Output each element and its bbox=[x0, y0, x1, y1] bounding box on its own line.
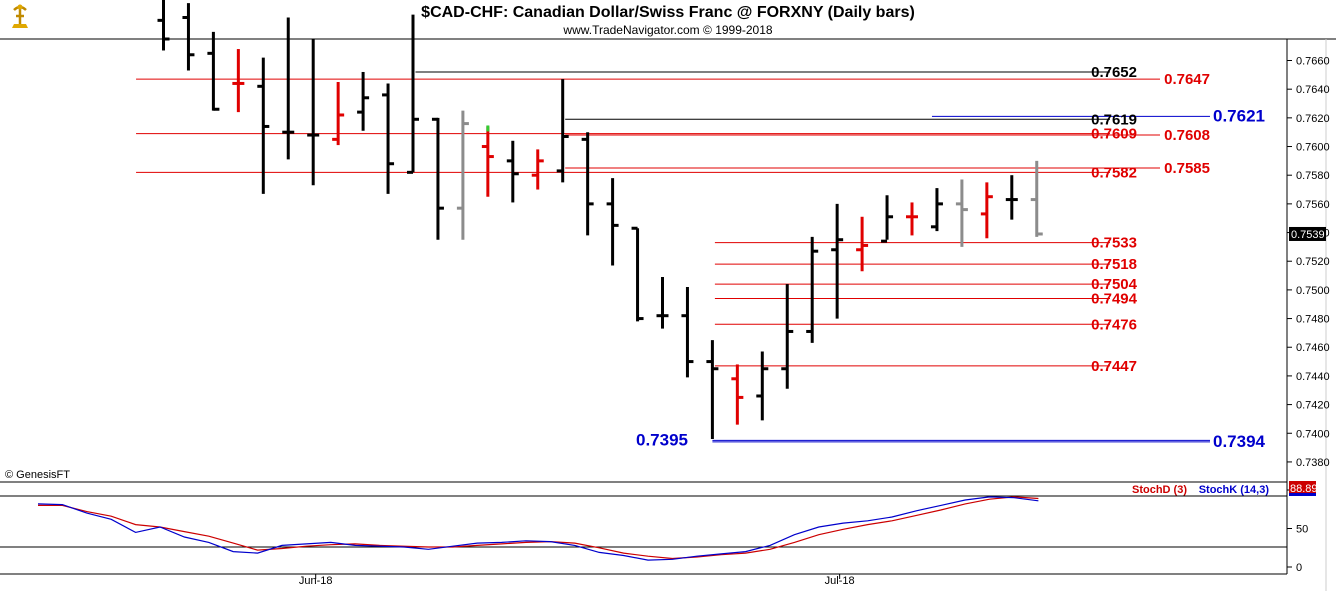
x-tick-label: Jun-18 bbox=[299, 575, 333, 587]
copyright-label: © GenesisFT bbox=[5, 469, 70, 481]
y-tick-label: 0.7380 bbox=[1296, 457, 1330, 469]
ohlc-bar bbox=[282, 17, 295, 160]
ohlc-bar bbox=[581, 132, 594, 236]
y-tick-label: 0.7620 bbox=[1296, 113, 1330, 125]
ohlc-bar bbox=[756, 351, 769, 421]
ohlc-bar bbox=[506, 140, 519, 203]
ohlc-bar bbox=[332, 82, 345, 146]
y-tick-label: 0.7660 bbox=[1296, 56, 1330, 68]
ohlc-bar bbox=[906, 202, 918, 236]
stoch-y-axis: 100500 bbox=[1287, 485, 1314, 574]
y-tick-label: 0.7580 bbox=[1296, 170, 1330, 182]
ohlc-bar bbox=[681, 287, 694, 378]
y-tick-label: 0.7480 bbox=[1296, 314, 1330, 326]
ohlc-bar bbox=[831, 203, 844, 319]
ohlc-bar bbox=[207, 31, 220, 111]
ohlc-bar bbox=[431, 117, 444, 240]
ohlc-bar bbox=[257, 57, 270, 194]
ohlc-bar bbox=[531, 149, 544, 190]
level-label: 0.7394 bbox=[1213, 432, 1266, 451]
ohlc-bar bbox=[182, 3, 195, 71]
y-tick-label: 0.7440 bbox=[1296, 371, 1330, 383]
ohlc-bar bbox=[806, 236, 819, 343]
stoch-last-value-marker: 88.89 bbox=[1289, 481, 1318, 496]
level-label: 0.7585 bbox=[1164, 160, 1210, 177]
ohlc-bar bbox=[856, 216, 869, 272]
chart-title: $CAD-CHF: Canadian Dollar/Swiss Franc @ … bbox=[421, 4, 915, 21]
ohlc-bar bbox=[930, 188, 943, 232]
ohlc-bar bbox=[556, 79, 569, 183]
y-tick-label: 0.7520 bbox=[1296, 256, 1330, 268]
last-price-value: 0.7539 bbox=[1291, 229, 1325, 241]
level-label: 0.7582 bbox=[1091, 164, 1137, 181]
ohlc-bar bbox=[232, 49, 245, 113]
legend-stoch-d: StochD (3) bbox=[1132, 484, 1187, 496]
level-label: 0.7608 bbox=[1164, 127, 1210, 144]
stoch-tick-label: 0 bbox=[1296, 562, 1302, 574]
y-tick-label: 0.7640 bbox=[1296, 84, 1330, 96]
y-tick-label: 0.7500 bbox=[1296, 285, 1330, 297]
ohlc-bar bbox=[706, 340, 719, 439]
level-label: 0.7619 bbox=[1091, 111, 1137, 128]
stoch-last-value: 88.89 bbox=[1290, 483, 1318, 495]
level-label: 0.7652 bbox=[1091, 64, 1137, 81]
x-tick-label: Jul-18 bbox=[825, 575, 855, 587]
ohlc-bar bbox=[407, 14, 419, 174]
y-tick-label: 0.7460 bbox=[1296, 342, 1330, 354]
level-label: 0.7494 bbox=[1091, 290, 1138, 307]
chart-subtitle: www.TradeNavigator.com © 1999-2018 bbox=[562, 23, 772, 37]
level-label: 0.7447 bbox=[1091, 358, 1137, 375]
y-tick-label: 0.7600 bbox=[1296, 142, 1330, 154]
price-y-axis: 0.7660 0.7640 0.7620 0.7600 0.7580 0.7560 0.75… bbox=[1287, 56, 1330, 469]
ohlc-bar bbox=[157, 0, 170, 51]
ohlc-bar bbox=[606, 178, 619, 266]
ohlc-bar bbox=[481, 126, 494, 197]
y-tick-label: 0.7420 bbox=[1296, 400, 1330, 412]
ohlc-bars bbox=[157, 0, 1043, 439]
level-label: 0.7621 bbox=[1213, 106, 1265, 125]
legend-stoch-k: StochK (14,3) bbox=[1199, 484, 1270, 496]
y-tick-label: 0.7400 bbox=[1296, 428, 1330, 440]
ohlc-bar bbox=[1030, 160, 1043, 237]
level-label: 0.7518 bbox=[1091, 256, 1137, 273]
x-axis: Jun-18 Jul-18 bbox=[299, 574, 855, 587]
level-label: 0.7395 bbox=[636, 430, 688, 449]
level-label: 0.7647 bbox=[1164, 71, 1210, 88]
stoch-k-line bbox=[37, 496, 1039, 561]
stoch-tick-label: 50 bbox=[1296, 524, 1308, 536]
ohlc-bar bbox=[731, 364, 744, 425]
ohlc-bar bbox=[881, 195, 894, 243]
ohlc-bar bbox=[955, 179, 968, 247]
stochastic-lines bbox=[37, 496, 1039, 561]
ohlc-bar bbox=[307, 39, 320, 186]
level-label: 0.7609 bbox=[1091, 126, 1137, 143]
ohlc-bar bbox=[631, 226, 644, 322]
ohlc-bar bbox=[357, 71, 370, 131]
ohlc-bar bbox=[456, 110, 469, 240]
stoch-d-line bbox=[38, 496, 1039, 560]
last-price-marker: 0.7539 bbox=[1289, 226, 1326, 241]
level-label: 0.7533 bbox=[1091, 235, 1137, 252]
ohlc-bar bbox=[656, 276, 669, 329]
y-tick-label: 0.7560 bbox=[1296, 199, 1330, 211]
level-label: 0.7476 bbox=[1091, 316, 1137, 333]
logo-icon bbox=[4, 3, 34, 31]
level-label: 0.7504 bbox=[1091, 276, 1138, 293]
ohlc-bar bbox=[781, 284, 794, 389]
ohlc-bar bbox=[382, 83, 395, 194]
ohlc-bar bbox=[1005, 175, 1018, 220]
ohlc-bar bbox=[980, 182, 993, 239]
